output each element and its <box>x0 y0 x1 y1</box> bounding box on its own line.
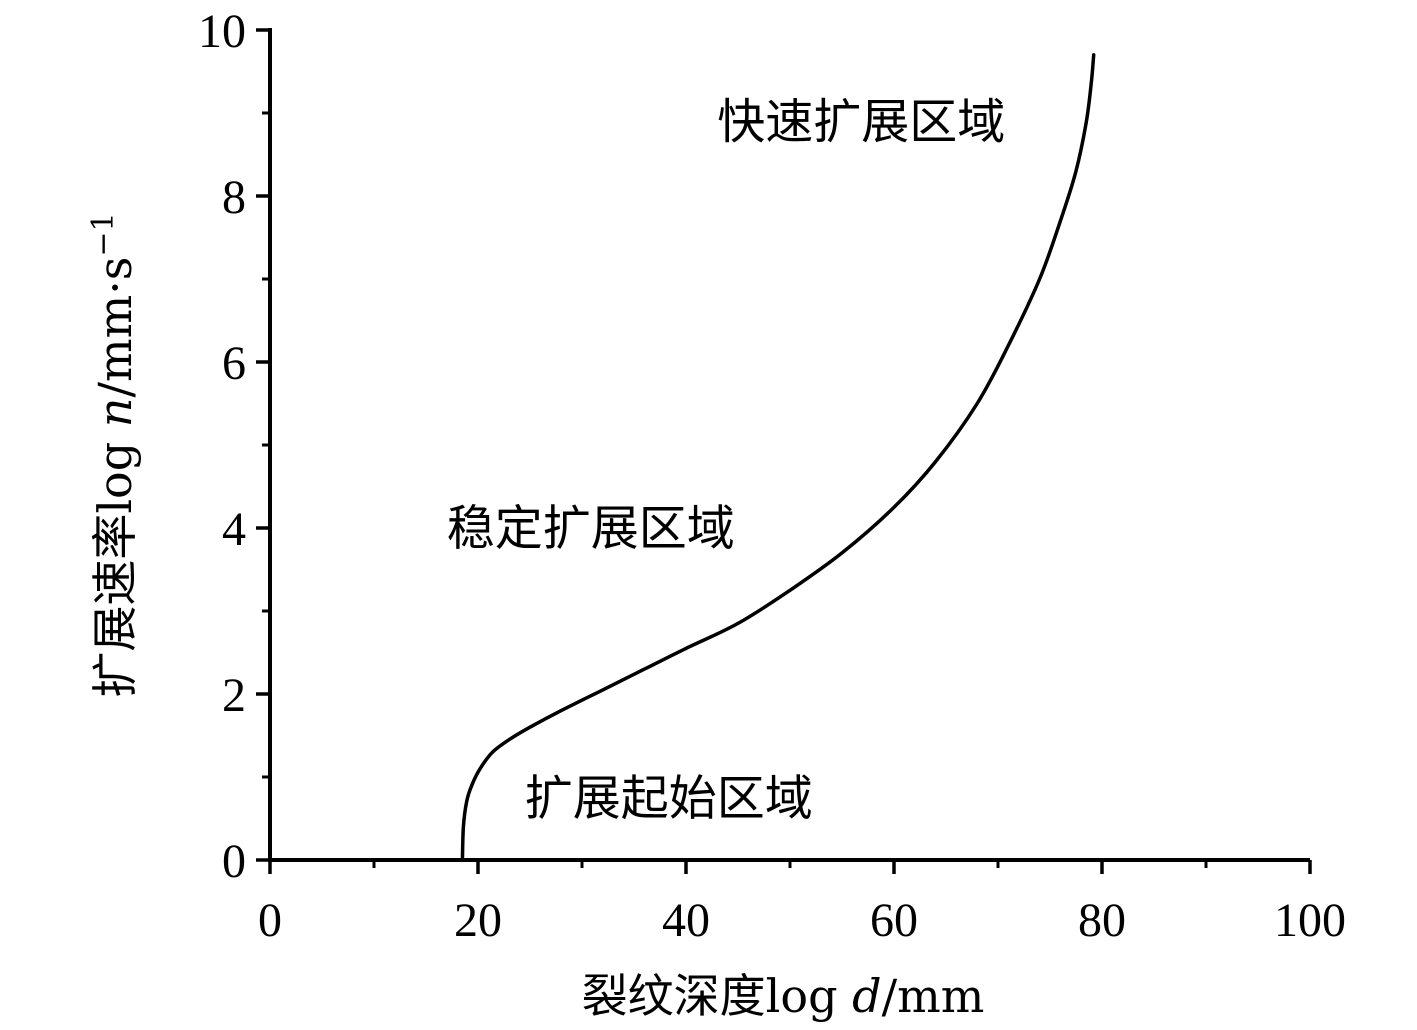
crack-growth-curve <box>460 53 1096 862</box>
x-tick-label: 100 <box>1274 894 1346 947</box>
x-tick-label: 80 <box>1078 894 1126 947</box>
x-tick-label: 20 <box>454 894 502 947</box>
y-axis-label-exponent: −1 <box>86 212 121 256</box>
y-tick-label: 2 <box>222 669 246 722</box>
x-axis-label-var: d <box>852 969 881 1023</box>
y-tick-label: 8 <box>222 171 246 224</box>
x-tick-label: 40 <box>662 894 710 947</box>
region-annotation: 稳定扩展区域 <box>447 501 735 557</box>
y-axis-label-prefix: 扩展速率log <box>88 427 142 697</box>
y-tick-label: 4 <box>222 503 246 556</box>
region-annotation: 扩展起始区域 <box>525 770 813 826</box>
series-layer <box>460 53 1096 862</box>
y-axis-label-var: n <box>88 398 142 428</box>
x-axis-label-suffix: /mm <box>882 969 985 1023</box>
x-axis-label-prefix: 裂纹深度log <box>582 969 852 1023</box>
x-tick-label: 0 <box>258 894 282 947</box>
y-axis-label-unit: /mm·s <box>88 257 142 398</box>
y-tick-label: 6 <box>222 337 246 390</box>
axes: 0 20 40 60 80 100 0 2 4 6 8 10 <box>198 5 1346 947</box>
region-annotation: 快速扩展区域 <box>717 94 1005 150</box>
y-tick-label: 10 <box>198 5 246 58</box>
x-tick-label: 60 <box>870 894 918 947</box>
y-axis-label: 扩展速率log n/mm·s−1 <box>86 212 142 697</box>
x-axis-label: 裂纹深度log d/mm <box>582 969 985 1023</box>
y-tick-label: 0 <box>222 835 246 888</box>
